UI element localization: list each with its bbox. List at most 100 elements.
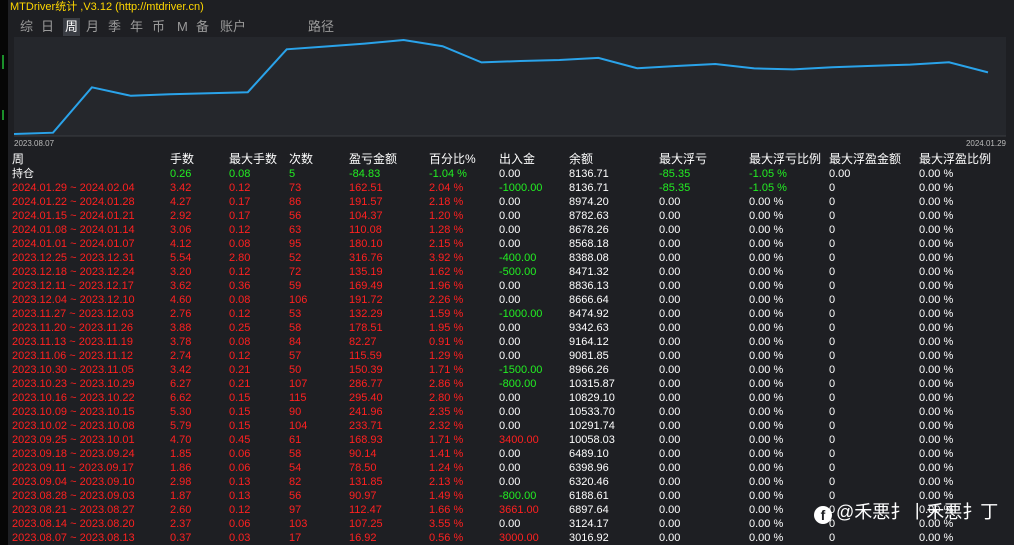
cell-max-float-profit: 0 bbox=[829, 504, 836, 516]
cell-percent: 2.35 % bbox=[429, 406, 464, 418]
tab-summary[interactable]: 综 bbox=[20, 19, 34, 34]
table-row: 2024.01.29 ~ 2024.02.04 3.42 0.12 73 162.51 2… bbox=[8, 181, 1014, 195]
cell-max-drawdown: 0.00 bbox=[659, 476, 681, 488]
cell-period: 2023.08.14 ~ 2023.08.20 bbox=[12, 518, 135, 530]
cell-deposit-withdraw: 3000.00 bbox=[499, 532, 539, 544]
tab-magic[interactable]: M bbox=[177, 19, 188, 34]
cell-max-drawdown-pct: 0.00 % bbox=[749, 378, 784, 390]
cell-max-float-profit-pct: 0.00 % bbox=[919, 308, 954, 320]
cell-max-drawdown: 0.00 bbox=[659, 238, 681, 250]
header-period: 周 bbox=[12, 152, 25, 166]
tab-path[interactable]: 路径 bbox=[308, 19, 335, 34]
cell-max-float-profit: 0 bbox=[829, 210, 836, 222]
table-row: 2023.11.06 ~ 2023.11.12 2.74 0.12 57 115.59 1… bbox=[8, 349, 1014, 363]
cell-max-lots: 0.08 bbox=[229, 336, 251, 348]
cell-max-float-profit-pct: 0.00 % bbox=[919, 294, 954, 306]
table-row: 2023.09.11 ~ 2023.09.17 1.86 0.06 54 78.50 1.… bbox=[8, 461, 1014, 475]
header-max-float-profit: 最大浮盈金额 bbox=[829, 152, 902, 166]
cell-balance: 8474.92 bbox=[569, 308, 609, 320]
cell-max-drawdown: 0.00 bbox=[659, 420, 681, 432]
table-row: 2023.10.09 ~ 2023.10.15 5.30 0.15 90 241.96 2… bbox=[8, 405, 1014, 419]
window-title: MTDriver统计 ,V3.12 (http://mtdriver.cn) bbox=[10, 1, 204, 13]
cell-period: 2024.01.15 ~ 2024.01.21 bbox=[12, 210, 135, 222]
cell-count: 61 bbox=[289, 434, 302, 446]
cell-max-drawdown: 0.00 bbox=[659, 392, 681, 404]
cell-profit-loss: 115.59 bbox=[349, 350, 382, 362]
cell-profit-loss: 233.71 bbox=[349, 420, 383, 432]
cell-period: 2023.10.09 ~ 2023.10.15 bbox=[12, 406, 135, 418]
cell-max-lots: 0.45 bbox=[229, 434, 251, 446]
cell-deposit-withdraw: 0.00 bbox=[499, 280, 521, 292]
cell-max-float-profit-pct: 0.00 % bbox=[919, 238, 954, 250]
cell-deposit-withdraw: 3400.00 bbox=[499, 434, 539, 446]
cell-deposit-withdraw: -800.00 bbox=[499, 490, 537, 502]
cell-percent: 1.62 % bbox=[429, 266, 464, 278]
cell-balance: 9164.12 bbox=[569, 336, 609, 348]
holding-max-lots: 0.08 bbox=[229, 168, 251, 180]
cell-profit-loss: 178.51 bbox=[349, 322, 383, 334]
table-row: 2024.01.01 ~ 2024.01.07 4.12 0.08 95 180.10 2… bbox=[8, 237, 1014, 251]
cell-max-drawdown-pct: 0.00 % bbox=[749, 210, 784, 222]
tab-currency[interactable]: 币 bbox=[152, 19, 166, 34]
cell-percent: 1.66 % bbox=[429, 504, 464, 516]
tab-week[interactable]: 周 bbox=[63, 18, 81, 36]
holding-balance: 8136.71 bbox=[569, 168, 609, 180]
tab-month[interactable]: 月 bbox=[86, 19, 100, 34]
cell-count: 104 bbox=[289, 420, 308, 432]
cell-balance: 3016.92 bbox=[569, 532, 609, 544]
table-row: 2023.09.25 ~ 2023.10.01 4.70 0.45 61 168.93 1… bbox=[8, 433, 1014, 447]
cell-count: 90 bbox=[289, 406, 302, 418]
cell-deposit-withdraw: 3661.00 bbox=[499, 504, 539, 516]
cell-deposit-withdraw: 0.00 bbox=[499, 224, 521, 236]
table-row: 2024.01.15 ~ 2024.01.21 2.92 0.17 56 104.37 1… bbox=[8, 209, 1014, 223]
cell-percent: 1.20 % bbox=[429, 210, 464, 222]
cell-max-float-profit: 0 bbox=[829, 406, 836, 418]
cell-deposit-withdraw: -1000.00 bbox=[499, 308, 543, 320]
cell-deposit-withdraw: 0.00 bbox=[499, 336, 521, 348]
cell-max-float-profit: 0 bbox=[829, 476, 836, 488]
table-row: 2023.08.21 ~ 2023.08.27 2.60 0.12 97 112.47 1… bbox=[8, 503, 1014, 517]
cell-profit-loss: 112.47 bbox=[349, 504, 382, 516]
tab-account[interactable]: 账户 bbox=[220, 19, 247, 34]
cell-max-float-profit-pct: 0.00 % bbox=[919, 476, 954, 488]
cell-max-float-profit-pct: 0.00 % bbox=[919, 196, 954, 208]
table-row: 2023.11.20 ~ 2023.11.26 3.88 0.25 58 178.51 1… bbox=[8, 321, 1014, 335]
tab-day[interactable]: 日 bbox=[41, 19, 55, 34]
cell-profit-loss: 78.50 bbox=[349, 462, 377, 474]
cell-max-drawdown-pct: 0.00 % bbox=[749, 224, 784, 236]
cell-percent: 0.91 % bbox=[429, 336, 464, 348]
tab-note[interactable]: 备 bbox=[196, 19, 210, 34]
tab-quarter[interactable]: 季 bbox=[108, 19, 122, 34]
cell-count: 84 bbox=[289, 336, 302, 348]
cell-max-float-profit: 0 bbox=[829, 434, 836, 446]
cell-percent: 1.49 % bbox=[429, 490, 464, 502]
cell-count: 17 bbox=[289, 532, 302, 544]
cell-lots: 4.60 bbox=[170, 294, 192, 306]
holding-period: 持仓 bbox=[12, 168, 34, 180]
cell-deposit-withdraw: 0.00 bbox=[499, 392, 521, 404]
cell-max-lots: 0.08 bbox=[229, 238, 251, 250]
cell-balance: 6398.96 bbox=[569, 462, 609, 474]
header-max-lots: 最大手数 bbox=[229, 152, 278, 166]
cell-max-lots: 0.12 bbox=[229, 182, 251, 194]
cell-count: 97 bbox=[289, 504, 302, 516]
cell-max-drawdown: 0.00 bbox=[659, 280, 681, 292]
tab-year[interactable]: 年 bbox=[130, 19, 144, 34]
cell-max-float-profit: 0 bbox=[829, 462, 836, 474]
cell-profit-loss: 316.76 bbox=[349, 252, 383, 264]
cell-count: 50 bbox=[289, 364, 302, 376]
cell-max-lots: 0.17 bbox=[229, 196, 251, 208]
cell-lots: 2.60 bbox=[170, 504, 192, 516]
cell-count: 59 bbox=[289, 280, 302, 292]
cell-deposit-withdraw: 0.00 bbox=[499, 406, 521, 418]
cell-percent: 1.71 % bbox=[429, 364, 464, 376]
cell-profit-loss: 135.19 bbox=[349, 266, 383, 278]
cell-percent: 0.56 % bbox=[429, 532, 464, 544]
cell-percent: 2.18 % bbox=[429, 196, 464, 208]
cell-count: 57 bbox=[289, 350, 302, 362]
cell-profit-loss: 90.14 bbox=[349, 448, 377, 460]
cell-max-lots: 0.21 bbox=[229, 378, 251, 390]
cell-count: 106 bbox=[289, 294, 308, 306]
cell-max-float-profit: 0 bbox=[829, 350, 836, 362]
cell-max-drawdown-pct: 0.00 % bbox=[749, 532, 784, 544]
